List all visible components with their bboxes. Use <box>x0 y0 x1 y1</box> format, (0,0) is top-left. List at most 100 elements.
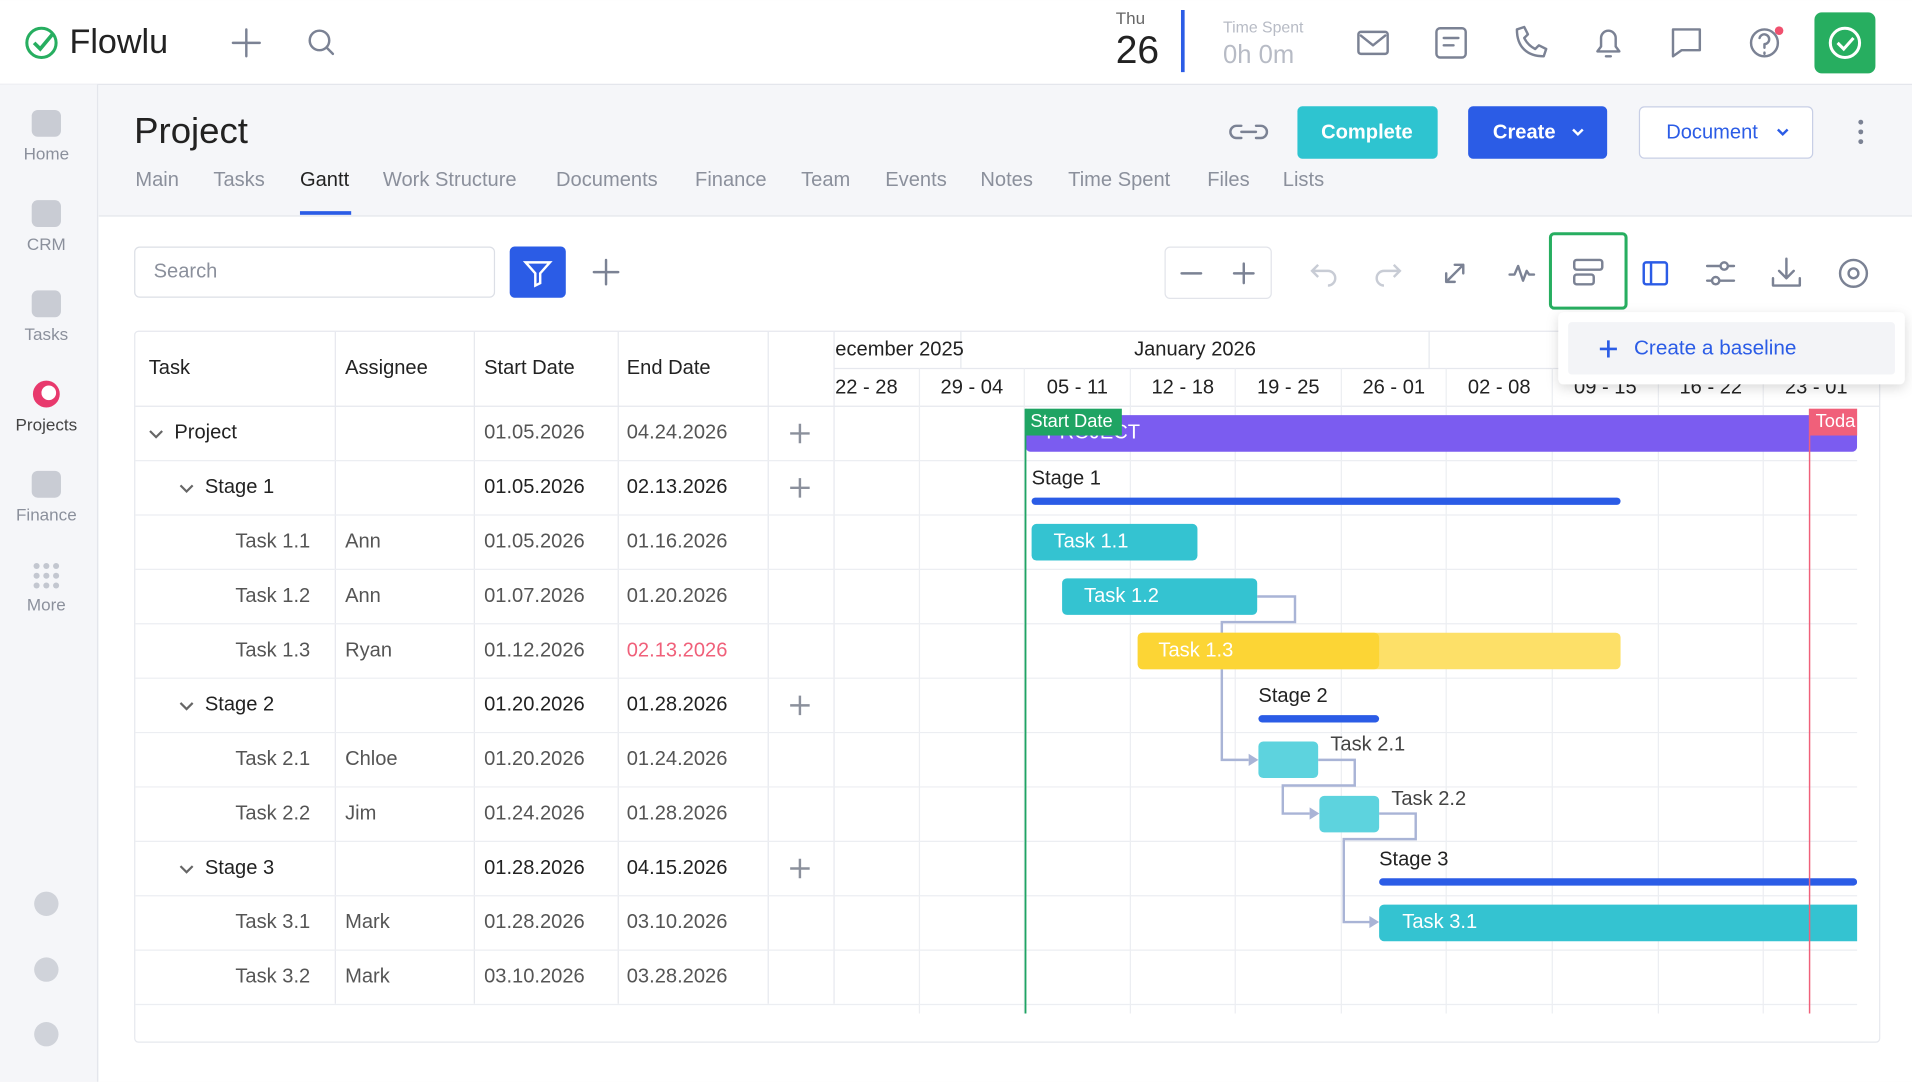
task-name[interactable]: Task 3.1 <box>235 911 310 933</box>
gantt-chart: ecember 2025 January 2026 22 - 28 29 - 04 05… <box>834 330 1866 1014</box>
topbar <box>0 0 1912 85</box>
tab[interactable]: Notes <box>980 169 1033 191</box>
sidebar-item[interactable]: Tasks <box>25 290 69 344</box>
task-name[interactable]: Stage 3 <box>205 857 274 879</box>
column-header: End Date <box>627 357 711 379</box>
stage-bar[interactable] <box>1031 497 1621 505</box>
tab[interactable]: Documents <box>556 169 658 191</box>
tab[interactable]: Lists <box>1283 169 1324 191</box>
add-task-button[interactable] <box>592 258 620 286</box>
expand-toggle[interactable] <box>179 702 194 711</box>
complete-button[interactable] <box>1297 106 1438 159</box>
bar-label: Task 1.1 <box>1054 531 1129 553</box>
sidebar-item[interactable]: CRM <box>27 200 66 254</box>
expand-toggle[interactable] <box>149 430 163 439</box>
tab[interactable]: Events <box>885 169 946 191</box>
download[interactable] <box>1771 257 1802 287</box>
project-title: Project <box>134 110 248 151</box>
sidebar-item[interactable]: Finance <box>16 470 77 525</box>
task-bar[interactable] <box>1062 578 1258 615</box>
undo[interactable] <box>1310 263 1337 287</box>
task-bar[interactable] <box>1379 904 1866 942</box>
notes-icon[interactable] <box>1435 27 1467 59</box>
task-name[interactable]: Task 1.3 <box>235 639 310 661</box>
tab[interactable]: Tasks <box>213 169 264 191</box>
task-name[interactable]: Task 2.2 <box>235 802 310 824</box>
task-name[interactable]: Task 1.1 <box>235 531 310 553</box>
sidebar-icon[interactable] <box>34 1022 59 1047</box>
dropdown-item[interactable] <box>1568 322 1895 375</box>
expand-toggle[interactable] <box>179 865 194 874</box>
day-number: 26 <box>1116 29 1159 72</box>
cell: 01.20.2026 <box>627 585 728 607</box>
week-label: 19 - 25 <box>1257 376 1320 398</box>
task-name[interactable]: Task 2.1 <box>235 748 310 770</box>
link-icon[interactable] <box>1229 124 1269 140</box>
plus-icon <box>1599 340 1617 358</box>
chevron <box>1777 128 1789 137</box>
fullscreen[interactable] <box>1444 263 1465 284</box>
bell-icon[interactable] <box>1596 29 1621 58</box>
add-subtask[interactable] <box>790 858 810 879</box>
sidebar-item[interactable]: Projects <box>16 380 78 435</box>
tab[interactable]: Time Spent <box>1068 169 1170 191</box>
cell: 03.28.2026 <box>627 966 728 988</box>
help-icon[interactable] <box>1749 28 1780 58</box>
create-label: Create <box>1493 121 1556 143</box>
tab[interactable]: Work Structure <box>383 169 517 191</box>
chat-icon[interactable] <box>1671 28 1702 58</box>
task-bar[interactable] <box>1258 741 1319 779</box>
cell: 01.20.2026 <box>484 748 585 770</box>
project-bar[interactable] <box>1025 415 1858 452</box>
tab[interactable]: Main <box>135 169 179 191</box>
stage-bar[interactable] <box>1379 878 1858 886</box>
search-icon[interactable] <box>308 29 331 52</box>
tasks-icon <box>1836 36 1855 52</box>
search-input[interactable] <box>134 246 496 298</box>
sidebar-item[interactable]: Home <box>24 109 70 164</box>
sidebar-icon[interactable] <box>34 891 59 916</box>
redo[interactable] <box>1375 263 1402 287</box>
add-icon[interactable] <box>231 28 261 58</box>
task-bar[interactable] <box>1031 523 1198 561</box>
task-bar[interactable] <box>1319 795 1380 833</box>
stage-bar[interactable] <box>1258 715 1380 723</box>
today-marker-label: Toda <box>1816 410 1856 431</box>
more-menu[interactable] <box>1858 119 1864 145</box>
columns-button[interactable] <box>1642 261 1669 286</box>
critical-path[interactable] <box>1508 264 1536 282</box>
sidebar-icon[interactable] <box>34 957 59 982</box>
add-subtask[interactable] <box>790 695 810 716</box>
task-name[interactable]: Stage 1 <box>205 476 274 498</box>
logo-icon <box>25 26 58 60</box>
document-button[interactable] <box>1638 106 1814 159</box>
tab[interactable]: Team <box>801 169 850 191</box>
notes-icon <box>1442 36 1460 47</box>
tasks-button[interactable] <box>1814 12 1876 74</box>
tab[interactable]: Gantt <box>300 169 350 191</box>
task-name[interactable]: Project <box>174 422 237 444</box>
cell: 01.28.2026 <box>484 911 585 933</box>
mail-icon[interactable] <box>1357 30 1389 56</box>
add-subtask[interactable] <box>790 423 810 444</box>
zoom-in[interactable] <box>1232 262 1255 285</box>
task-name[interactable]: Stage 2 <box>205 694 274 716</box>
tab[interactable]: Files <box>1207 169 1249 191</box>
gear[interactable] <box>1838 258 1869 288</box>
month-label: January 2026 <box>1134 338 1256 360</box>
task-name[interactable]: Task 3.2 <box>235 966 310 988</box>
tab[interactable]: Finance <box>695 169 767 191</box>
filter-button[interactable] <box>509 246 566 298</box>
bar-label: Task 1.3 <box>1158 639 1233 661</box>
more-icon <box>43 572 50 579</box>
task-name[interactable]: Task 1.2 <box>235 585 310 607</box>
add-subtask[interactable] <box>790 478 810 498</box>
more-icon <box>33 562 40 570</box>
create-button[interactable] <box>1468 106 1608 159</box>
phone-icon[interactable] <box>1515 25 1548 58</box>
cell: 01.28.2026 <box>627 802 728 824</box>
expand-toggle[interactable] <box>179 484 194 494</box>
help-icon <box>1758 33 1771 56</box>
sidebar-item[interactable]: More <box>27 562 66 615</box>
filter-icon <box>522 261 553 288</box>
